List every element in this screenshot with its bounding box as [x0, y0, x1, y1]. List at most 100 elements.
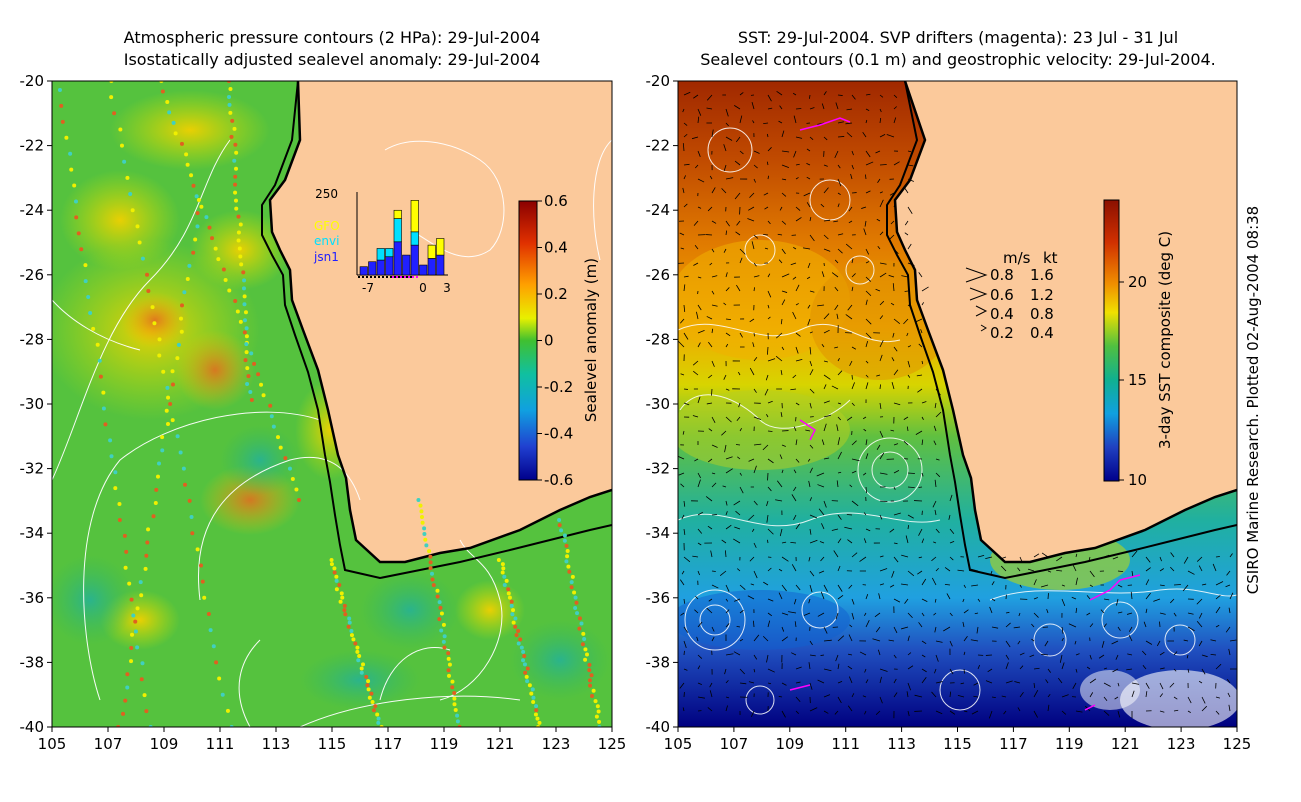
track-dot	[442, 623, 446, 627]
left-y-tick: -26	[20, 266, 45, 284]
velocity-header-kt: kt	[1043, 249, 1058, 267]
inset-bar-jsn1	[386, 257, 394, 275]
track-dot	[447, 674, 451, 678]
track-dot	[439, 629, 443, 633]
track-dot	[227, 289, 231, 293]
right-panel: SST: 29-Jul-2004. SVP drifters (magenta)…	[646, 28, 1252, 753]
track-dot	[518, 637, 522, 641]
track-dot	[110, 454, 114, 458]
track-dot	[564, 559, 568, 563]
track-dot	[348, 621, 352, 625]
track-dot	[297, 498, 301, 502]
inset-legend-envi: envi	[314, 234, 339, 248]
track-dot	[190, 515, 194, 519]
velocity-arrow	[1216, 556, 1220, 557]
track-dot	[233, 143, 237, 147]
velocity-row-ms: 0.4	[990, 305, 1014, 323]
track-dot	[501, 566, 505, 570]
track-dot	[230, 135, 234, 139]
track-dot	[371, 700, 375, 704]
track-dot	[430, 572, 434, 576]
velocity-arrow	[796, 108, 801, 109]
track-dot	[228, 87, 232, 91]
track-dot	[588, 678, 592, 682]
track-dot	[83, 263, 87, 267]
velocity-row-kt: 1.6	[1030, 266, 1054, 284]
left-y-tick: -34	[20, 524, 45, 542]
track-dot	[373, 704, 377, 708]
velocity-row-ms: 0.2	[990, 324, 1014, 342]
track-dot	[523, 662, 527, 666]
track-dot	[68, 152, 72, 156]
right-title-line2: Sealevel contours (0.1 m) and geostrophi…	[700, 50, 1216, 69]
track-dot	[249, 351, 253, 355]
track-dot	[144, 709, 148, 713]
track-dot	[582, 637, 586, 641]
track-dot	[353, 642, 357, 646]
track-dot	[165, 100, 169, 104]
track-dot	[108, 438, 112, 442]
track-dot	[239, 320, 243, 324]
track-dot	[238, 246, 242, 250]
velocity-row-ms: 0.6	[990, 286, 1014, 304]
track-dot	[199, 564, 203, 568]
track-dot	[446, 651, 450, 655]
track-dot	[124, 550, 128, 554]
track-dot	[347, 625, 351, 629]
track-dot	[505, 579, 509, 583]
track-dot	[113, 470, 117, 474]
track-dot	[565, 544, 569, 548]
track-dot	[515, 633, 519, 637]
left-y-axis: -20-22-24-26-28-30-32-34-36-38-40	[20, 72, 53, 736]
track-dot	[360, 667, 364, 671]
track-dot	[134, 629, 138, 633]
track-dot	[366, 679, 370, 683]
track-dot	[109, 95, 113, 99]
track-dot	[420, 515, 424, 519]
track-dot	[128, 192, 132, 196]
track-dot	[154, 488, 158, 492]
track-dot	[216, 257, 220, 261]
track-dot	[209, 628, 213, 632]
right-x-tick: 123	[1167, 735, 1196, 753]
track-dot	[563, 534, 567, 538]
track-dot	[437, 617, 441, 621]
track-dot	[525, 679, 529, 683]
inset-bar-jsn1	[428, 258, 436, 275]
track-dot	[419, 504, 423, 508]
left-colorbar-tick: -0.2	[544, 378, 573, 396]
track-dot	[196, 211, 200, 215]
track-dot	[335, 587, 339, 591]
right-y-axis: -20-22-24-26-28-30-32-34-36-38-40	[646, 72, 679, 736]
track-dot	[129, 659, 133, 663]
track-dot	[242, 302, 246, 306]
track-dot	[171, 369, 175, 373]
track-dot	[581, 642, 585, 646]
track-dot	[508, 596, 512, 600]
track-dot	[237, 239, 241, 243]
track-dot	[232, 127, 236, 131]
track-dot	[572, 590, 576, 594]
track-dot	[581, 632, 585, 636]
right-x-tick: 109	[775, 735, 804, 753]
track-dot	[365, 683, 369, 687]
track-dot	[422, 532, 426, 536]
track-dot	[563, 539, 567, 543]
track-dot	[234, 167, 238, 171]
right-x-tick: 121	[1111, 735, 1140, 753]
track-dot	[272, 425, 276, 429]
track-dot	[77, 231, 81, 235]
inset-bar-gfo	[394, 210, 402, 218]
track-dot	[250, 398, 254, 402]
track-dot	[595, 715, 599, 719]
track-dot	[502, 575, 506, 579]
track-dot	[262, 393, 266, 397]
right-x-tick: 117	[999, 735, 1028, 753]
track-dot	[243, 318, 247, 322]
track-dot	[531, 687, 535, 691]
track-dot	[244, 358, 248, 362]
left-panel: Atmospheric pressure contours (2 HPa): 2…	[20, 28, 627, 753]
right-y-tick: -26	[646, 266, 671, 284]
left-colorbar-tick: 0.2	[544, 285, 568, 303]
track-dot	[179, 317, 183, 321]
